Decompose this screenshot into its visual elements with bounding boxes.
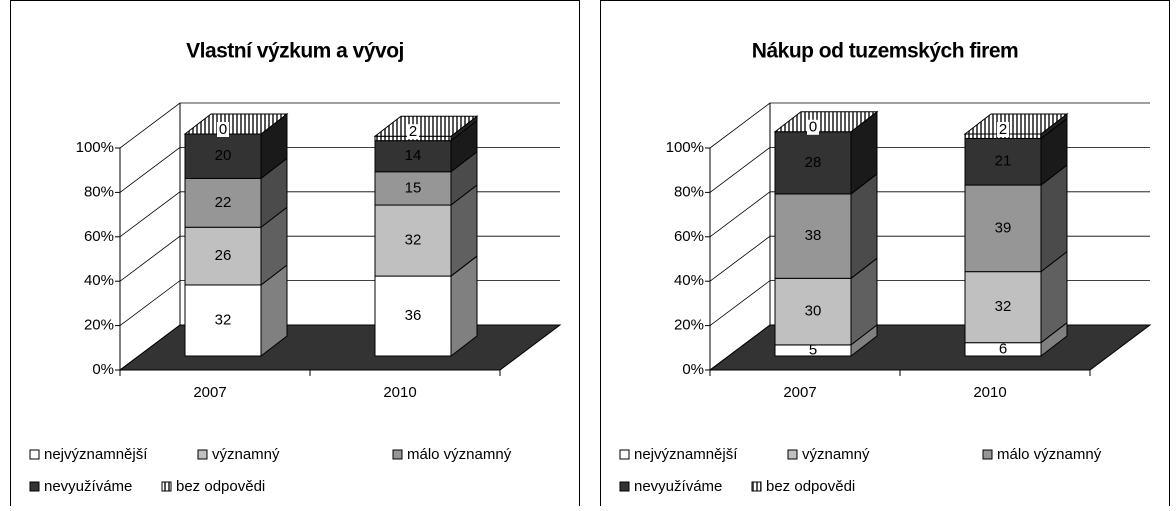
value-label: 32: [995, 298, 1012, 315]
value-label: 5: [809, 341, 817, 358]
value-label: 28: [805, 154, 822, 171]
value-label: 36: [405, 307, 422, 324]
legend-swatch: [619, 481, 630, 492]
y-tick-label: 80%: [84, 183, 114, 200]
x-tick-label: 2007: [783, 384, 816, 401]
y-tick-label: 40%: [674, 272, 704, 289]
legend-swatch: [619, 449, 630, 460]
y-tick-label: 0%: [92, 361, 114, 378]
x-tick-label: 2007: [193, 384, 226, 401]
bar-segment: [374, 204, 452, 277]
value-label: 32: [215, 311, 232, 328]
y-tick-label: 100%: [666, 139, 704, 156]
value-label: 21: [995, 153, 1012, 170]
legend-label: nejvýznamnější: [44, 446, 148, 463]
value-label: 2: [999, 121, 1007, 138]
value-label: 6: [999, 340, 1007, 357]
x-tick-label: 2010: [973, 384, 1006, 401]
legend-label: nevyužíváme: [634, 478, 722, 495]
legend-label: významný: [212, 446, 280, 463]
legend-label: nevyužíváme: [44, 478, 132, 495]
y-tick-label: 100%: [76, 139, 114, 156]
value-label-bg: [807, 119, 819, 135]
value-label: 2: [409, 123, 417, 140]
chart-title: Vlastní výzkum a vývoj: [186, 40, 404, 63]
legend-swatch: [29, 449, 40, 460]
legend-swatch: [392, 449, 403, 460]
value-label: 22: [215, 194, 232, 211]
legend-swatch: [751, 481, 762, 492]
value-label: 39: [995, 219, 1012, 236]
value-label: 0: [809, 119, 817, 136]
legend-swatch: [161, 481, 172, 492]
value-label: 32: [405, 232, 422, 249]
bar-segment: [774, 193, 852, 279]
value-label-bg: [217, 122, 229, 137]
legend-label: bez odpovědi: [766, 478, 855, 495]
legend-swatch: [787, 449, 798, 460]
y-tick-label: 20%: [674, 317, 704, 334]
legend-label: málo významný: [997, 446, 1102, 463]
legend-label: nejvýznamnější: [634, 446, 738, 463]
bar-segment: [184, 133, 262, 179]
value-label: 20: [215, 147, 232, 164]
y-tick-label: 40%: [84, 272, 114, 289]
chart-panel: Nákup od tuzemských firem 0% 20% 40% 60% 80% 1…: [600, 0, 1170, 511]
bar-segment: [374, 275, 452, 357]
y-tick-label: 0%: [682, 361, 704, 378]
legend-swatch: [982, 449, 993, 460]
value-label-bg: [407, 124, 419, 140]
value-label: 30: [805, 303, 822, 320]
chart-panel: Vlastní výzkum a vývoj 0% 20% 40% 60% 80% 100%…: [10, 0, 580, 511]
bar-segment: [774, 131, 852, 195]
x-tick-label: 2010: [383, 384, 416, 401]
bar-segment: [774, 277, 852, 346]
y-tick-label: 80%: [674, 183, 704, 200]
y-tick-label: 60%: [674, 228, 704, 245]
panel-frame: [600, 0, 1170, 511]
bar-segment: [374, 140, 452, 173]
value-label: 26: [215, 247, 232, 264]
grid-line: [709, 102, 1150, 149]
bar-segment: [964, 137, 1042, 186]
bar-top: [963, 113, 1069, 135]
legend-swatch: [29, 481, 40, 492]
chart-title: Nákup od tuzemských firem: [752, 40, 1018, 63]
bar-segment: [184, 226, 262, 286]
value-label-bg: [997, 122, 1009, 137]
bar-top: [373, 115, 479, 137]
value-label: 15: [405, 179, 422, 196]
legend-swatch: [197, 449, 208, 460]
bar-segment: [374, 171, 452, 206]
value-label: 0: [219, 121, 227, 138]
value-label: 14: [405, 147, 422, 164]
value-label: 38: [805, 227, 822, 244]
bar-segment: [184, 177, 262, 228]
grid-line: [119, 102, 560, 149]
bar-segment: [964, 184, 1042, 273]
y-tick-label: 60%: [84, 228, 114, 245]
y-tick-label: 20%: [84, 317, 114, 334]
legend-label: bez odpovědi: [176, 478, 265, 495]
bar-top: [773, 111, 879, 133]
legend-label: významný: [802, 446, 870, 463]
panel-frame: [10, 0, 580, 511]
bar-top: [183, 113, 289, 135]
legend-label: málo významný: [407, 446, 512, 463]
